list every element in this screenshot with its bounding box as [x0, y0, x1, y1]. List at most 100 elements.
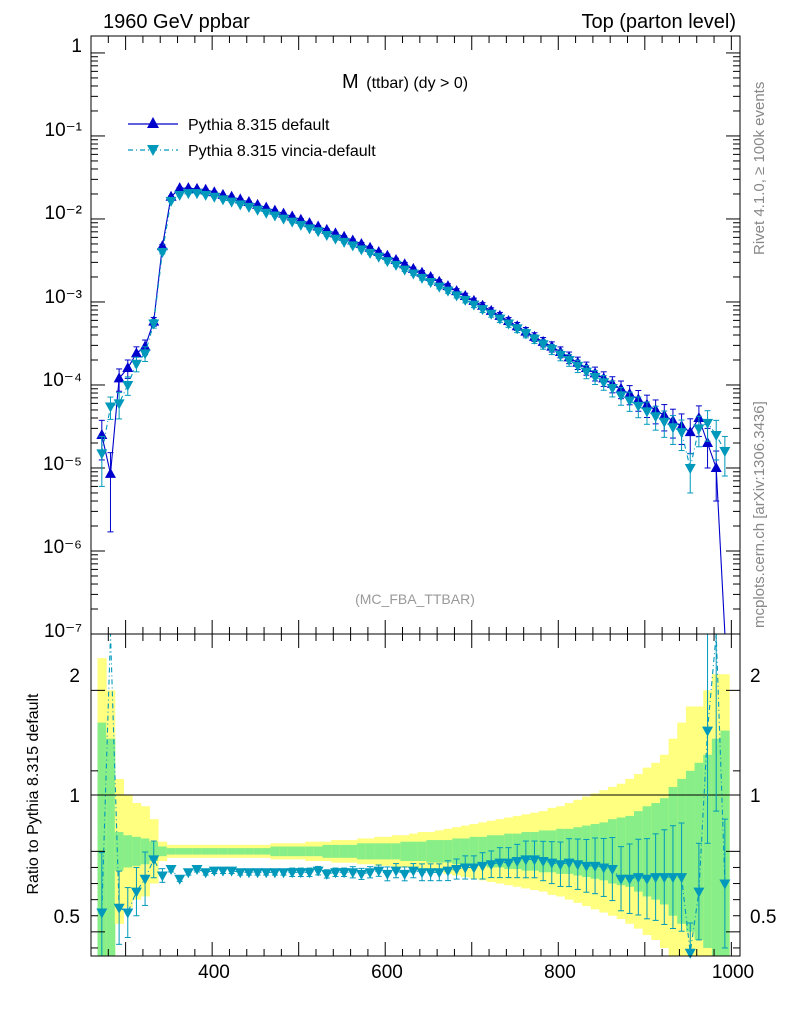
data-point-vincia: [407, 269, 419, 280]
y-tick-label: 10⁻²: [45, 203, 83, 224]
ratio-band-green: [711, 738, 722, 956]
data-point-vincia: [554, 350, 566, 361]
data-point-default: [139, 340, 151, 351]
data-point-vincia: [658, 417, 670, 428]
data-point-vincia: [303, 224, 315, 235]
data-point-default: [104, 467, 116, 478]
data-point-vincia: [693, 424, 705, 435]
ratio-band-green: [452, 838, 462, 865]
ratio-band-green: [97, 722, 107, 956]
ratio-band-green: [253, 848, 263, 855]
ratio-band-green: [383, 843, 393, 860]
data-point-vincia: [104, 402, 116, 413]
data-point-vincia: [113, 399, 125, 410]
ratio-point-vincia: [494, 858, 506, 869]
ratio-point-vincia: [321, 869, 333, 880]
ratio-point-vincia: [390, 866, 402, 877]
ratio-band-green: [417, 841, 427, 862]
data-point-vincia: [667, 423, 679, 434]
ratio-band-green: [140, 838, 150, 865]
ratio-band-green: [469, 836, 479, 866]
ratio-band-green: [235, 848, 246, 855]
ratio-point-vincia: [416, 868, 428, 879]
ratio-point-vincia: [217, 866, 229, 877]
ratio-point-vincia: [278, 868, 290, 879]
data-point-vincia: [381, 257, 393, 268]
ratio-point-vincia: [148, 855, 160, 866]
data-point-vincia: [139, 349, 151, 360]
ratio-band-green: [244, 848, 254, 855]
data-point-vincia: [580, 367, 592, 378]
plot-title: M (ttbar) (dy > 0): [342, 71, 468, 93]
ratio-point-vincia: [286, 868, 298, 879]
ratio-band-green: [132, 836, 142, 866]
ratio-point-vincia: [598, 863, 610, 874]
ratio-point-vincia: [650, 873, 662, 884]
ratio-point-vincia: [684, 948, 696, 959]
ratio-band-green: [685, 770, 696, 932]
data-point-vincia: [702, 418, 714, 429]
legend-label-default: Pythia 8.315 default: [188, 117, 330, 134]
ratio-point-vincia: [174, 874, 186, 885]
ratio-band-green: [409, 841, 419, 862]
data-point-default: [174, 182, 186, 193]
data-point-vincia: [390, 260, 402, 271]
ratio-band-green: [227, 848, 237, 855]
data-point-vincia: [217, 195, 229, 206]
data-point-vincia: [182, 189, 194, 200]
legend-marker-vincia: [147, 145, 159, 156]
ratio-point-vincia: [702, 726, 714, 737]
rivet-label: Rivet 4.1.0, ≥ 100k events: [751, 82, 768, 255]
ratio-point-vincia: [234, 868, 246, 879]
data-point-vincia: [433, 282, 445, 293]
data-point-vincia: [485, 309, 497, 320]
ratio-band-green: [348, 844, 358, 858]
ratio-point-vincia: [693, 887, 705, 898]
data-point-vincia: [278, 214, 290, 225]
ratio-band-green: [184, 848, 194, 855]
ratio-band-green: [209, 848, 220, 855]
data-point-vincia: [477, 305, 489, 316]
ratio-band-green: [114, 832, 124, 871]
ratio-band-green: [158, 846, 168, 857]
ratio-y-axis-title: Ratio to Pythia 8.315 default: [25, 693, 42, 895]
ratio-point-vincia: [606, 865, 618, 876]
x-tick-label: 600: [371, 962, 403, 983]
y-tick-label: 10⁻⁷: [44, 621, 82, 642]
ratio-point-vincia: [303, 868, 315, 879]
data-point-default: [113, 372, 125, 383]
data-point-vincia: [528, 334, 540, 345]
ratio-point-vincia: [139, 874, 151, 885]
ratio-y-tick-label: 2: [69, 666, 80, 687]
ratio-point-vincia: [96, 908, 108, 919]
main-axis-ticks: [91, 36, 740, 635]
data-point-vincia: [537, 340, 549, 351]
ratio-point-vincia: [191, 865, 203, 876]
ratio-point-vincia: [156, 871, 168, 882]
data-point-vincia: [200, 190, 212, 201]
ratio-point-vincia: [503, 858, 515, 869]
ratio-y-tick-label-right: 2: [750, 666, 761, 687]
ratio-plot-frame: [90, 633, 741, 957]
ratio-band-green: [322, 844, 332, 858]
ratio-point-vincia: [407, 866, 419, 877]
data-point-vincia: [355, 245, 367, 256]
ratio-point-vincia: [347, 868, 359, 879]
ratio-point-vincia: [329, 868, 341, 879]
data-point-vincia: [364, 248, 376, 259]
ratio-band-green: [279, 846, 289, 857]
ratio-band-green: [339, 844, 349, 858]
ratio-band-green: [391, 843, 401, 860]
data-point-vincia: [96, 449, 108, 460]
ratio-point-vincia: [252, 868, 264, 879]
x-tick-label: 1000: [712, 962, 754, 983]
main-y-tick-labels: 1 10⁻¹ 10⁻² 10⁻³ 10⁻⁴ 10⁻⁵ 10⁻⁶ 10⁻⁷: [43, 36, 82, 642]
ratio-y-tick-label: 1: [69, 786, 80, 807]
ratio-axis-ticks: [91, 634, 740, 956]
ratio-band-green: [261, 848, 272, 855]
ratio-band-green: [305, 846, 315, 857]
ratio-y-tick-label: 0.5: [54, 907, 80, 928]
analysis-watermark: (MC_FBA_TTBAR): [355, 591, 475, 607]
data-point-vincia: [312, 227, 324, 238]
ratio-band-green: [201, 848, 211, 855]
